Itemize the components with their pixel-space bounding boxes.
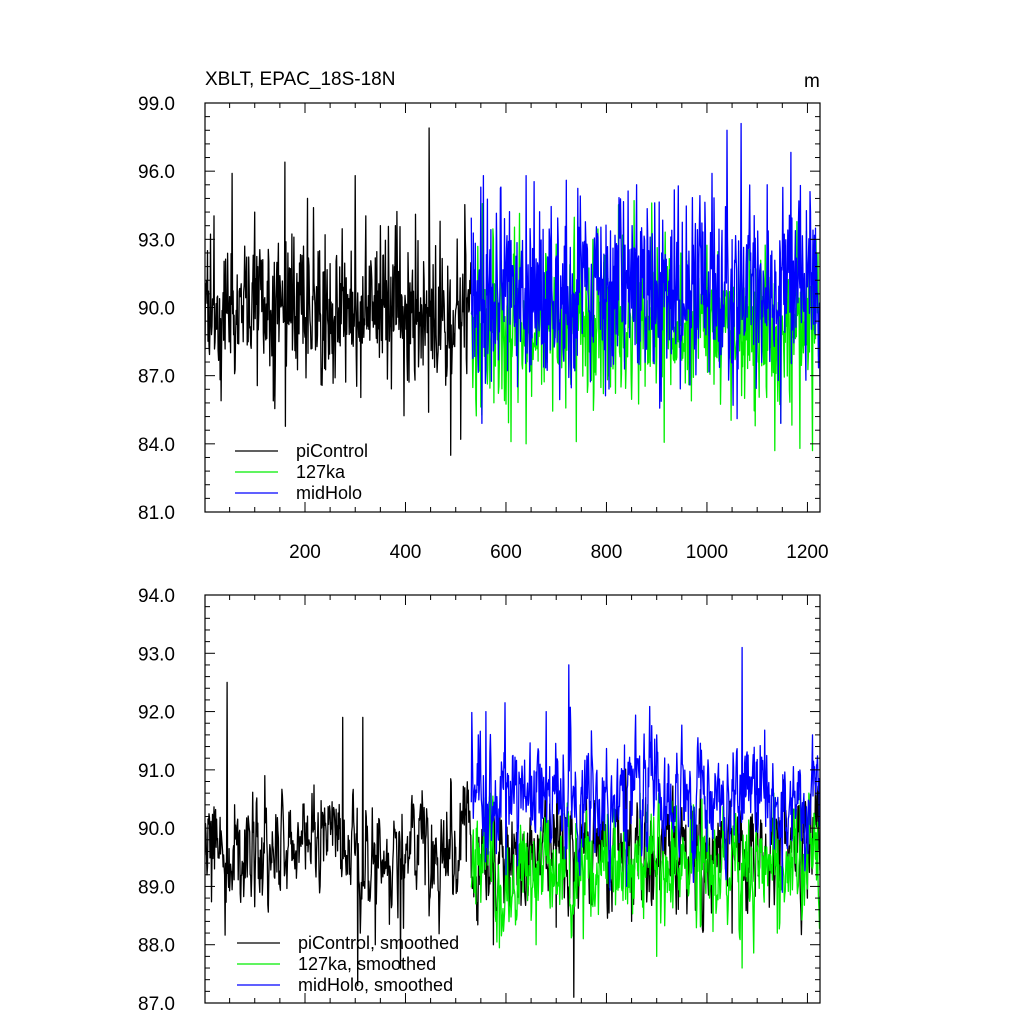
units-label: m xyxy=(804,71,820,92)
y-tick-label: 92.0 xyxy=(138,703,175,724)
top-panel: 81.0 84.0 87.0 90.0 93.0 96.0 99.0 200 400 600 800… xyxy=(138,69,829,563)
plot-frame xyxy=(204,594,821,1004)
x-tick-label: 1000 xyxy=(686,542,728,563)
series-line-midholo-smoothed xyxy=(470,646,820,893)
legend-label: 127ka, smoothed xyxy=(298,954,436,974)
x-tick-label: 400 xyxy=(390,542,422,563)
bottom-panel: 87.0 88.0 89.0 90.0 91.0 92.0 93.0 94.0 piContro… xyxy=(138,586,821,1015)
y-tick-label: 87.0 xyxy=(138,994,175,1015)
y-tick-label: 84.0 xyxy=(138,435,175,456)
y-tick-label: 93.0 xyxy=(138,644,175,665)
x-tick-label: 600 xyxy=(490,542,522,563)
legend-label: piControl, smoothed xyxy=(298,933,459,953)
y-tick-label: 96.0 xyxy=(138,162,175,183)
y-tick-label: 90.0 xyxy=(138,819,175,840)
y-tick-label: 94.0 xyxy=(138,586,175,607)
series-line-picontrol-smoothed xyxy=(205,681,820,998)
legend-label: 127ka xyxy=(296,462,346,482)
series-line-midholo xyxy=(470,122,820,425)
y-tick-label: 88.0 xyxy=(138,936,175,957)
y-tick-label: 90.0 xyxy=(138,299,175,320)
y-tick-label: 91.0 xyxy=(138,761,175,782)
series-line-127ka-smoothed xyxy=(470,792,820,969)
chart-title: XBLT, EPAC_18S-18N xyxy=(205,69,395,90)
y-tick-label: 89.0 xyxy=(138,877,175,898)
legend-label: piControl xyxy=(296,441,368,461)
y-tick-label: 99.0 xyxy=(138,94,175,115)
y-tick-label: 87.0 xyxy=(138,367,175,388)
legend-label: midHolo, smoothed xyxy=(298,975,453,995)
x-tick-label: 800 xyxy=(591,542,623,563)
legend-label: midHolo xyxy=(296,483,362,503)
x-tick-label: 200 xyxy=(289,542,321,563)
series-group xyxy=(205,122,820,456)
series-group xyxy=(205,646,820,998)
y-tick-label: 81.0 xyxy=(138,503,175,524)
series-line-picontrol xyxy=(205,127,472,456)
x-tick-label: 1200 xyxy=(786,542,828,563)
y-tick-label: 93.0 xyxy=(138,230,175,251)
